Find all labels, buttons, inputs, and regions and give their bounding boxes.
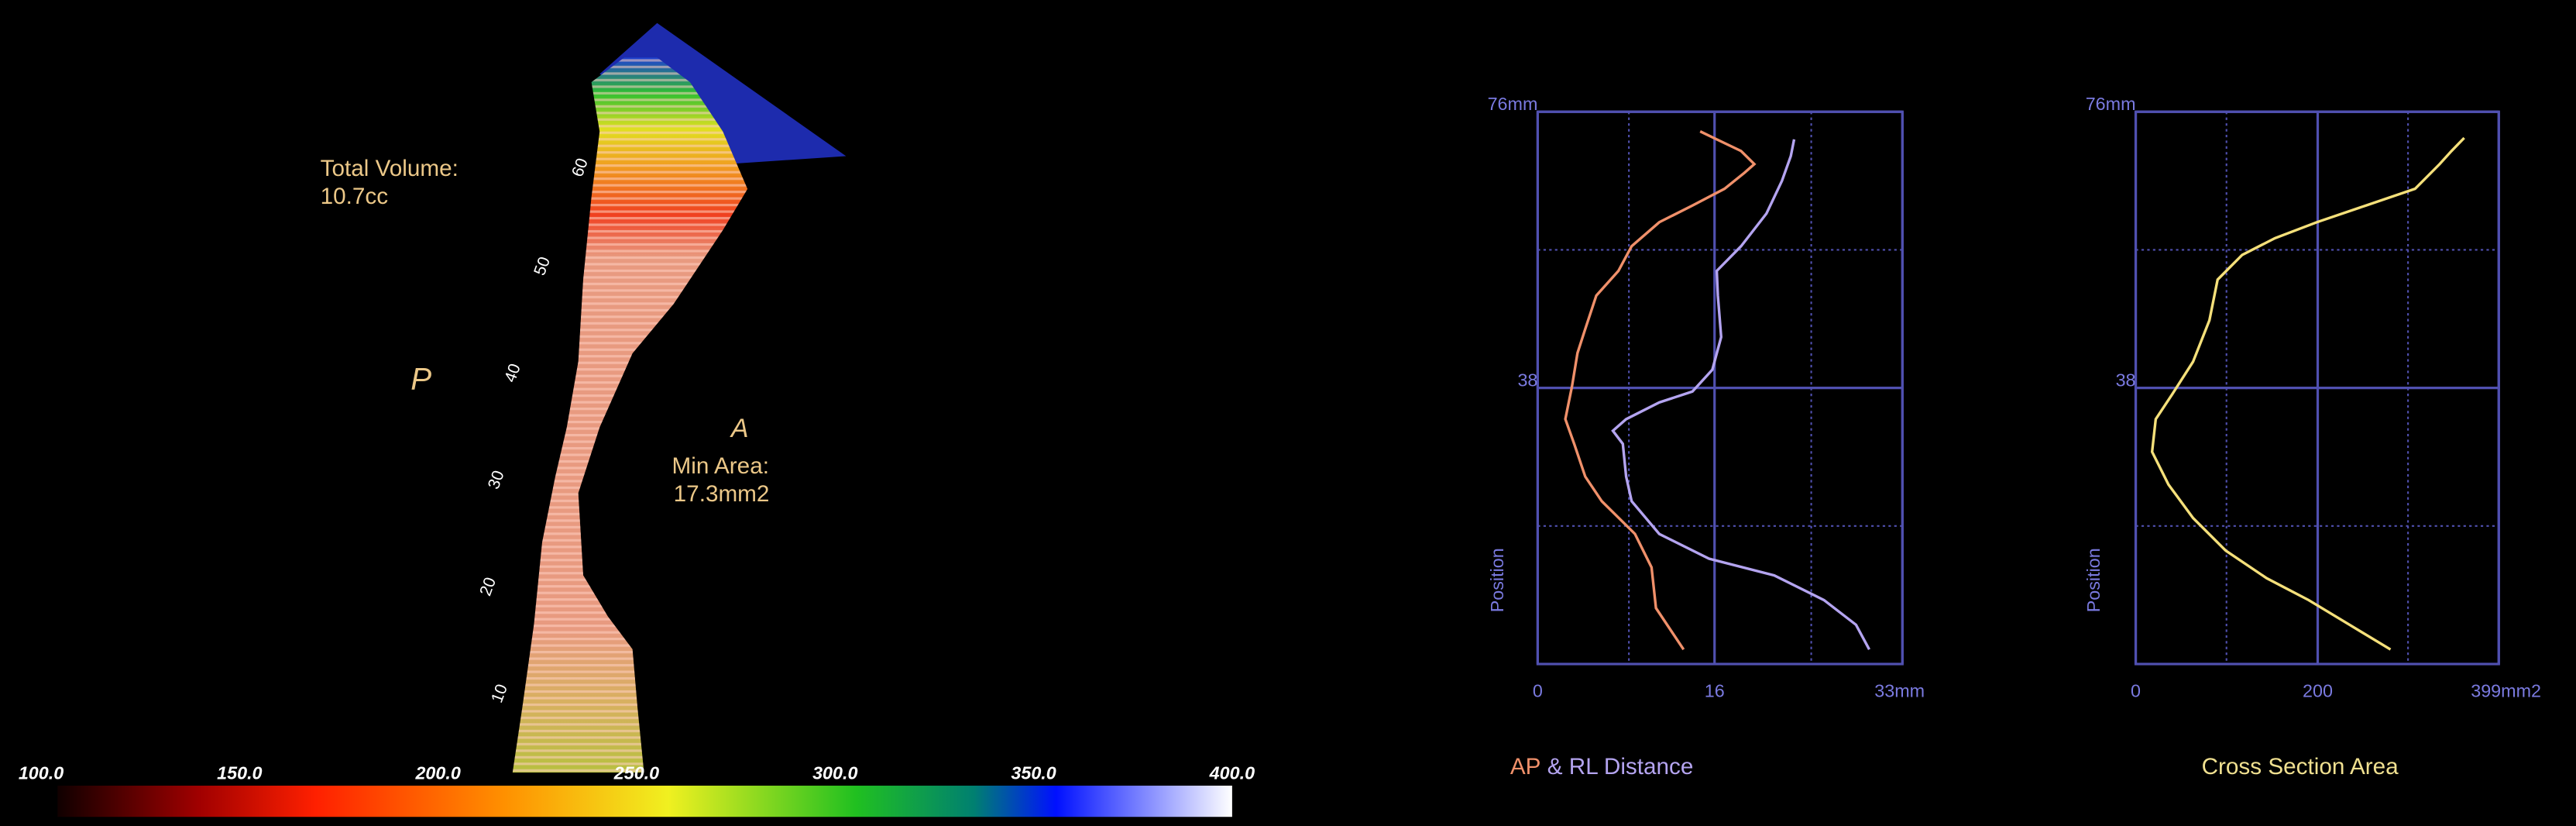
position-mark: 40 [501, 361, 524, 384]
x-tick-label: 33mm [1874, 680, 1925, 700]
colorbar-label: 100.0 [19, 762, 64, 783]
airway-render [512, 22, 847, 773]
y-axis-label: Position [1487, 548, 1507, 612]
data-line [2150, 136, 2465, 651]
position-mark: 30 [485, 468, 508, 491]
title-part: AP [1510, 754, 1541, 780]
volume-label: Total Volume: [321, 156, 459, 181]
x-tick-label: 0 [2131, 680, 2141, 700]
colorbar-label: 400.0 [1209, 762, 1255, 783]
y-tick-label: 38 [2116, 370, 2136, 390]
colorbar-label: 150.0 [217, 762, 262, 783]
colorbar [57, 785, 1232, 817]
x-tick-label: 16 [1705, 680, 1725, 700]
colorbar-label: 300.0 [812, 762, 857, 783]
y-tick-label: 76mm [1488, 94, 1538, 114]
anterior-label: A [730, 414, 749, 443]
chart-title: AP & RL Distance [1510, 754, 1694, 780]
y-axis-label: Position [2083, 548, 2104, 612]
colorbar-label: 250.0 [613, 762, 659, 783]
position-mark: 10 [488, 682, 511, 705]
x-tick-label: 399mm2 [2471, 680, 2541, 700]
data-line [1564, 130, 1757, 651]
x-tick-label: 0 [1533, 680, 1543, 700]
title-part: & RL Distance [1540, 754, 1693, 780]
position-mark: 50 [531, 255, 554, 278]
posterior-label: P [410, 362, 431, 397]
chart-title: Cross Section Area [2202, 754, 2399, 780]
y-tick-label: 38 [1517, 370, 1537, 390]
title-part: Cross Section Area [2202, 754, 2399, 780]
min-area-label: Min Area: [672, 453, 769, 479]
colorbar-label: 200.0 [414, 762, 460, 783]
x-tick-label: 200 [2303, 680, 2333, 700]
position-mark: 60 [568, 156, 592, 179]
volume-value: 10.7cc [321, 184, 389, 209]
airway-top [599, 22, 847, 165]
colorbar-label: 350.0 [1011, 762, 1056, 783]
airway-rings [512, 57, 748, 773]
y-tick-label: 76mm [2086, 94, 2136, 114]
position-mark: 20 [476, 575, 500, 598]
data-line [1611, 139, 1871, 651]
min-area-value: 17.3mm2 [674, 481, 770, 507]
